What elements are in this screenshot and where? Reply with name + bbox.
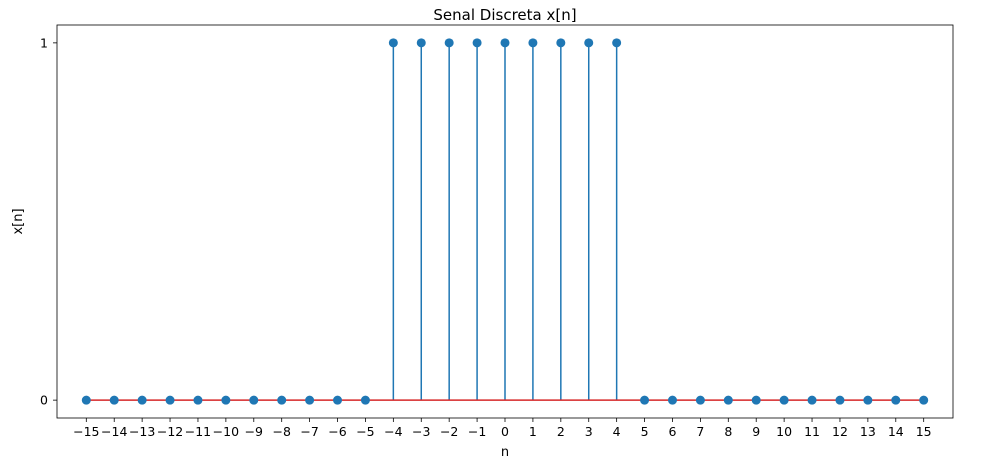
data-point [165, 395, 175, 405]
x-tick-label: 0 [501, 424, 509, 439]
data-point [388, 38, 398, 48]
x-tick-label: −15 [73, 424, 99, 439]
x-tick-label: −4 [384, 424, 402, 439]
data-point [863, 395, 873, 405]
data-point [444, 38, 454, 48]
x-tick-label: 1 [529, 424, 537, 439]
data-point [221, 395, 231, 405]
x-tick-label: 13 [860, 424, 876, 439]
data-point [695, 395, 705, 405]
x-tick-label: −10 [213, 424, 239, 439]
x-tick-label: −11 [185, 424, 211, 439]
x-axis-label: n [501, 445, 509, 460]
data-point [891, 395, 901, 405]
data-point [835, 395, 845, 405]
x-tick-label: 6 [669, 424, 677, 439]
data-point [500, 38, 510, 48]
data-point [472, 38, 482, 48]
data-point [779, 395, 789, 405]
x-tick-label: 9 [752, 424, 760, 439]
x-tick-label: −13 [129, 424, 155, 439]
data-point [807, 395, 817, 405]
data-point [81, 395, 91, 405]
x-tick-label: 14 [888, 424, 904, 439]
x-tick-label: 4 [613, 424, 621, 439]
y-tick-label: 0 [40, 393, 48, 408]
data-point [305, 395, 315, 405]
x-tick-label: −12 [157, 424, 183, 439]
data-point [416, 38, 426, 48]
data-point [640, 395, 650, 405]
x-tick-label: 7 [696, 424, 704, 439]
data-point [360, 395, 370, 405]
data-point [556, 38, 566, 48]
data-point [528, 38, 538, 48]
x-tick-label: 3 [585, 424, 593, 439]
data-point [277, 395, 287, 405]
x-tick-label: 11 [804, 424, 820, 439]
x-tick-label: −14 [101, 424, 127, 439]
data-point [333, 395, 343, 405]
y-axis-label: x[n] [11, 208, 26, 234]
x-tick-label: −6 [328, 424, 346, 439]
x-tick-label: 2 [557, 424, 565, 439]
x-tick-label: −9 [245, 424, 263, 439]
data-point [137, 395, 147, 405]
data-point [109, 395, 119, 405]
x-tick-label: −2 [440, 424, 458, 439]
x-tick-label: −7 [300, 424, 318, 439]
data-point [193, 395, 203, 405]
data-point [584, 38, 594, 48]
x-tick-label: 15 [916, 424, 932, 439]
data-point [751, 395, 761, 405]
data-point [249, 395, 259, 405]
x-tick-label: 12 [832, 424, 848, 439]
data-point [612, 38, 622, 48]
data-point [723, 395, 733, 405]
data-point [919, 395, 929, 405]
plot-area: −15 −14 −13 −12 −11 −10 −9 −8 −7 −6 −5 −4 −3 −2 −1 0 1 2 3… [40, 24, 954, 439]
x-tick-label: −1 [468, 424, 486, 439]
y-tick-label: 1 [40, 35, 48, 50]
x-tick-label: −8 [272, 424, 290, 439]
data-point [667, 395, 677, 405]
chart-title: Senal Discreta x[n] [433, 6, 576, 24]
x-tick-label: −3 [412, 424, 430, 439]
x-tick-label: 8 [724, 424, 732, 439]
x-tick-label: 10 [776, 424, 792, 439]
x-tick-label: −5 [356, 424, 374, 439]
x-tick-label: 5 [641, 424, 649, 439]
